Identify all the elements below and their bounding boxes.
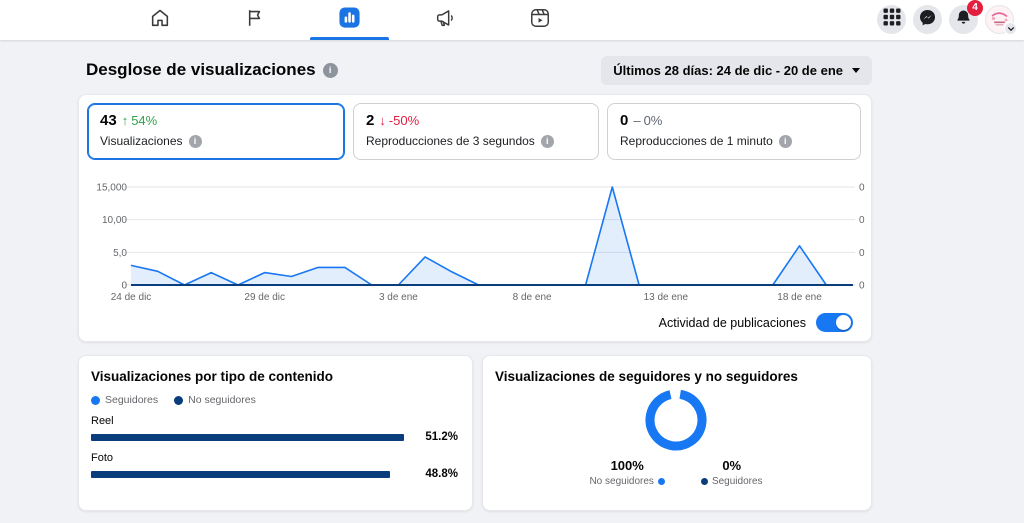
notification-count-badge: 4 bbox=[967, 0, 983, 16]
bar-fill bbox=[91, 433, 405, 441]
svg-text:3 de ene: 3 de ene bbox=[379, 292, 418, 303]
messenger-button[interactable] bbox=[913, 5, 942, 34]
metric-label: Reproducciones de 3 segundos bbox=[366, 134, 535, 148]
bar-row-reel: Reel 51.2% bbox=[91, 415, 458, 443]
legend-dot bbox=[174, 395, 184, 405]
donut-chart: 100% No seguidores 0% Seguidores bbox=[495, 387, 857, 487]
info-icon[interactable] bbox=[188, 134, 202, 148]
donut-svg bbox=[645, 389, 707, 451]
date-range-button[interactable]: Últimos 28 días: 24 de dic - 20 de ene bbox=[601, 55, 872, 85]
info-icon[interactable] bbox=[322, 62, 338, 78]
tab-insights[interactable] bbox=[302, 0, 397, 40]
home-icon bbox=[149, 7, 171, 34]
tab-underline bbox=[310, 37, 389, 40]
donut-stats: 100% No seguidores 0% Seguidores bbox=[589, 458, 762, 487]
tab-reels[interactable] bbox=[492, 0, 587, 40]
flag-icon bbox=[244, 7, 266, 34]
metric-card-reproducciones-1min[interactable]: 0 – 0% Reproducciones de 1 minuto bbox=[607, 103, 861, 160]
svg-text:0: 0 bbox=[859, 281, 865, 292]
views-breakdown-card: 43 ↑ 54% Visualizaciones 2 ↓ -50% Repro bbox=[78, 94, 872, 342]
page-header: Desglose de visualizaciones Últimos 28 d… bbox=[86, 54, 872, 86]
messenger-icon bbox=[918, 8, 937, 32]
followers-vs-nonfollowers-card: Visualizaciones de seguidores y no segui… bbox=[482, 355, 872, 511]
post-activity-label: Actividad de publicaciones bbox=[658, 315, 806, 330]
page-tabs bbox=[112, 0, 587, 40]
svg-text:29 de dic: 29 de dic bbox=[244, 292, 285, 303]
date-range-label: Últimos 28 días: 24 de dic - 20 de ene bbox=[613, 62, 843, 78]
svg-text:0: 0 bbox=[859, 248, 865, 259]
post-activity-row: Actividad de publicaciones bbox=[659, 313, 853, 332]
views-timeline-svg: 15,000 010,00 05,0 00 024 de dic 29 de dic 3 d… bbox=[96, 183, 865, 304]
metric-card-visualizaciones[interactable]: 43 ↑ 54% Visualizaciones bbox=[87, 103, 345, 160]
reels-icon bbox=[529, 7, 551, 34]
metric-delta: – 0% bbox=[633, 113, 663, 128]
tab-ads[interactable] bbox=[397, 0, 492, 40]
apps-menu-button[interactable] bbox=[877, 5, 906, 34]
svg-text:24 de dic: 24 de dic bbox=[111, 292, 152, 303]
bar-row-foto: Foto 48.8% bbox=[91, 452, 458, 480]
svg-text:0: 0 bbox=[121, 281, 127, 292]
bar-label: Foto bbox=[91, 452, 114, 464]
metric-cards-row: 43 ↑ 54% Visualizaciones 2 ↓ -50% Repro bbox=[87, 103, 863, 160]
svg-text:0: 0 bbox=[859, 215, 865, 226]
legend-item-seguidores: Seguidores bbox=[91, 394, 158, 406]
metric-value: 2 bbox=[366, 112, 375, 129]
caret-down-icon bbox=[852, 67, 860, 73]
svg-text:15,000: 15,000 bbox=[96, 183, 127, 194]
info-icon[interactable] bbox=[540, 134, 554, 148]
svg-text:0: 0 bbox=[859, 183, 865, 194]
tab-flag[interactable] bbox=[207, 0, 302, 40]
post-activity-toggle[interactable] bbox=[816, 313, 853, 332]
metric-delta: ↑ 54% bbox=[121, 113, 158, 128]
bar-label: Reel bbox=[91, 415, 114, 427]
trend-down-icon: ↓ bbox=[379, 113, 386, 128]
page-title: Desglose de visualizaciones bbox=[86, 60, 338, 80]
page-title-text: Desglose de visualizaciones bbox=[86, 60, 316, 79]
tab-home[interactable] bbox=[112, 0, 207, 40]
stat-no-seguidores: 100% No seguidores bbox=[589, 458, 665, 487]
svg-text:8 de ene: 8 de ene bbox=[513, 292, 552, 303]
topbar-actions: 4 bbox=[877, 0, 1017, 35]
legend-dot bbox=[657, 478, 665, 485]
legend-dot bbox=[700, 478, 708, 485]
bell-icon bbox=[954, 8, 973, 32]
insights-icon bbox=[338, 6, 361, 34]
toggle-knob bbox=[836, 315, 851, 330]
chevron-down-icon bbox=[1004, 22, 1017, 35]
metric-label: Reproducciones de 1 minuto bbox=[620, 134, 773, 148]
legend-dot bbox=[91, 395, 100, 405]
topbar: 4 bbox=[0, 0, 1024, 40]
stat-seguidores: 0% Seguidores bbox=[700, 458, 763, 487]
metric-value: 43 bbox=[100, 112, 117, 129]
metric-delta: ↓ -50% bbox=[379, 113, 420, 128]
profile-avatar[interactable] bbox=[985, 5, 1017, 35]
card-title: Visualizaciones de seguidores y no segui… bbox=[495, 369, 798, 384]
trend-flat-icon: – bbox=[633, 113, 641, 128]
legend: Seguidores No seguidores bbox=[91, 394, 458, 406]
legend-item-no-seguidores: No seguidores bbox=[174, 394, 256, 406]
svg-text:10,00: 10,00 bbox=[102, 215, 127, 226]
views-timeline-chart: 15,000 0 10,00 0 5,0 0 0 0 24 de dic 29 de dic 3 d… bbox=[87, 170, 865, 309]
views-by-content-type-card: Visualizaciones por tipo de contenido Se… bbox=[78, 355, 473, 511]
grid-icon bbox=[883, 8, 901, 31]
bar-track bbox=[91, 433, 405, 441]
bar-value: 48.8% bbox=[425, 468, 458, 480]
bar-value: 51.2% bbox=[425, 431, 458, 443]
bar-fill bbox=[91, 470, 390, 478]
megaphone-icon bbox=[434, 7, 456, 34]
info-icon[interactable] bbox=[778, 134, 792, 148]
notifications-button[interactable]: 4 bbox=[949, 0, 983, 34]
metric-label: Visualizaciones bbox=[100, 134, 183, 148]
bar-track bbox=[91, 470, 404, 478]
trend-up-icon: ↑ bbox=[121, 113, 129, 128]
card-title: Visualizaciones por tipo de contenido bbox=[91, 369, 334, 384]
metric-card-reproducciones-3s[interactable]: 2 ↓ -50% Reproducciones de 3 segundos bbox=[353, 103, 599, 160]
svg-text:18 de ene: 18 de ene bbox=[777, 292, 822, 303]
svg-text:13 de ene: 13 de ene bbox=[644, 292, 689, 303]
metric-value: 0 bbox=[620, 112, 629, 129]
svg-text:5,0: 5,0 bbox=[113, 248, 127, 259]
